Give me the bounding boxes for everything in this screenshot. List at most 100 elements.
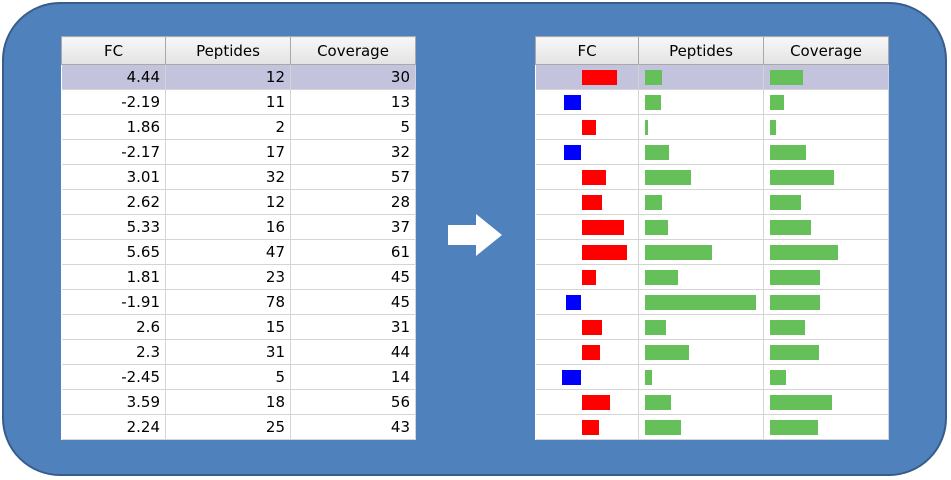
fc-cell[interactable]: 2.24 <box>61 414 166 440</box>
column-header-fc[interactable]: FC <box>61 36 166 65</box>
peptides-cell[interactable]: 17 <box>165 139 291 165</box>
fc-bar-cell[interactable] <box>535 189 639 215</box>
table-row[interactable] <box>535 89 889 115</box>
peptides-cell[interactable]: 31 <box>165 339 291 365</box>
fc-bar-cell[interactable] <box>535 89 639 115</box>
coverage-cell[interactable]: 45 <box>290 264 416 290</box>
coverage-bar-cell[interactable] <box>763 414 889 440</box>
fc-cell[interactable]: 5.33 <box>61 214 166 240</box>
peptides-bar-cell[interactable] <box>638 89 764 115</box>
fc-bar-cell[interactable] <box>535 389 639 415</box>
peptides-bar-cell[interactable] <box>638 164 764 190</box>
fc-cell[interactable]: 3.59 <box>61 389 166 415</box>
coverage-cell[interactable]: 28 <box>290 189 416 215</box>
peptides-bar-cell[interactable] <box>638 139 764 165</box>
peptides-cell[interactable]: 32 <box>165 164 291 190</box>
fc-bar-cell[interactable] <box>535 114 639 140</box>
table-row[interactable] <box>535 264 889 290</box>
peptides-cell[interactable]: 23 <box>165 264 291 290</box>
table-row[interactable] <box>535 189 889 215</box>
coverage-bar-cell[interactable] <box>763 164 889 190</box>
fc-bar-cell[interactable] <box>535 314 639 340</box>
peptides-cell[interactable]: 5 <box>165 364 291 390</box>
table-row[interactable]: 5.65 47 61 <box>61 239 416 265</box>
table-row[interactable]: -2.19 11 13 <box>61 89 416 115</box>
coverage-bar-cell[interactable] <box>763 189 889 215</box>
peptides-bar-cell[interactable] <box>638 264 764 290</box>
peptides-bar-cell[interactable] <box>638 239 764 265</box>
table-row[interactable] <box>535 239 889 265</box>
fc-cell[interactable]: 1.81 <box>61 264 166 290</box>
peptides-cell[interactable]: 47 <box>165 239 291 265</box>
coverage-cell[interactable]: 43 <box>290 414 416 440</box>
peptides-bar-cell[interactable] <box>638 114 764 140</box>
fc-bar-cell[interactable] <box>535 289 639 315</box>
fc-cell[interactable]: -2.19 <box>61 89 166 115</box>
peptides-cell[interactable]: 12 <box>165 64 291 90</box>
table-row[interactable]: -2.45 5 14 <box>61 364 416 390</box>
coverage-bar-cell[interactable] <box>763 64 889 90</box>
table-row[interactable] <box>535 164 889 190</box>
coverage-cell[interactable]: 45 <box>290 289 416 315</box>
coverage-bar-cell[interactable] <box>763 389 889 415</box>
peptides-cell[interactable]: 2 <box>165 114 291 140</box>
coverage-cell[interactable]: 44 <box>290 339 416 365</box>
coverage-cell[interactable]: 57 <box>290 164 416 190</box>
fc-cell[interactable]: 5.65 <box>61 239 166 265</box>
table-row[interactable]: 3.59 18 56 <box>61 389 416 415</box>
table-row[interactable] <box>535 364 889 390</box>
table-row[interactable] <box>535 114 889 140</box>
coverage-cell[interactable]: 14 <box>290 364 416 390</box>
column-header-peptides[interactable]: Peptides <box>638 36 764 65</box>
fc-cell[interactable]: 2.62 <box>61 189 166 215</box>
coverage-bar-cell[interactable] <box>763 239 889 265</box>
coverage-cell[interactable]: 13 <box>290 89 416 115</box>
table-row[interactable]: 4.44 12 30 <box>61 64 416 90</box>
peptides-cell[interactable]: 11 <box>165 89 291 115</box>
table-row[interactable] <box>535 289 889 315</box>
table-row[interactable] <box>535 389 889 415</box>
fc-cell[interactable]: -2.45 <box>61 364 166 390</box>
fc-bar-cell[interactable] <box>535 164 639 190</box>
peptides-bar-cell[interactable] <box>638 389 764 415</box>
fc-cell[interactable]: 1.86 <box>61 114 166 140</box>
coverage-bar-cell[interactable] <box>763 264 889 290</box>
fc-bar-cell[interactable] <box>535 139 639 165</box>
fc-cell[interactable]: 4.44 <box>61 64 166 90</box>
table-row[interactable]: 2.62 12 28 <box>61 189 416 215</box>
coverage-cell[interactable]: 31 <box>290 314 416 340</box>
fc-bar-cell[interactable] <box>535 239 639 265</box>
coverage-cell[interactable]: 56 <box>290 389 416 415</box>
table-row[interactable]: 5.33 16 37 <box>61 214 416 240</box>
coverage-bar-cell[interactable] <box>763 214 889 240</box>
coverage-bar-cell[interactable] <box>763 289 889 315</box>
fc-cell[interactable]: -2.17 <box>61 139 166 165</box>
fc-cell[interactable]: 2.3 <box>61 339 166 365</box>
peptides-bar-cell[interactable] <box>638 414 764 440</box>
table-row[interactable] <box>535 139 889 165</box>
table-row[interactable]: 2.6 15 31 <box>61 314 416 340</box>
peptides-cell[interactable]: 25 <box>165 414 291 440</box>
fc-cell[interactable]: 3.01 <box>61 164 166 190</box>
table-row[interactable] <box>535 314 889 340</box>
coverage-bar-cell[interactable] <box>763 364 889 390</box>
fc-bar-cell[interactable] <box>535 414 639 440</box>
table-row[interactable]: 1.81 23 45 <box>61 264 416 290</box>
fc-cell[interactable]: 2.6 <box>61 314 166 340</box>
column-header-peptides[interactable]: Peptides <box>165 36 291 65</box>
table-row[interactable]: 3.01 32 57 <box>61 164 416 190</box>
peptides-cell[interactable]: 15 <box>165 314 291 340</box>
coverage-bar-cell[interactable] <box>763 114 889 140</box>
coverage-cell[interactable]: 30 <box>290 64 416 90</box>
table-row[interactable] <box>535 64 889 90</box>
table-row[interactable]: -1.91 78 45 <box>61 289 416 315</box>
peptides-bar-cell[interactable] <box>638 214 764 240</box>
fc-bar-cell[interactable] <box>535 64 639 90</box>
column-header-fc[interactable]: FC <box>535 36 639 65</box>
coverage-bar-cell[interactable] <box>763 339 889 365</box>
peptides-bar-cell[interactable] <box>638 189 764 215</box>
fc-bar-cell[interactable] <box>535 214 639 240</box>
peptides-bar-cell[interactable] <box>638 314 764 340</box>
coverage-cell[interactable]: 32 <box>290 139 416 165</box>
coverage-cell[interactable]: 61 <box>290 239 416 265</box>
